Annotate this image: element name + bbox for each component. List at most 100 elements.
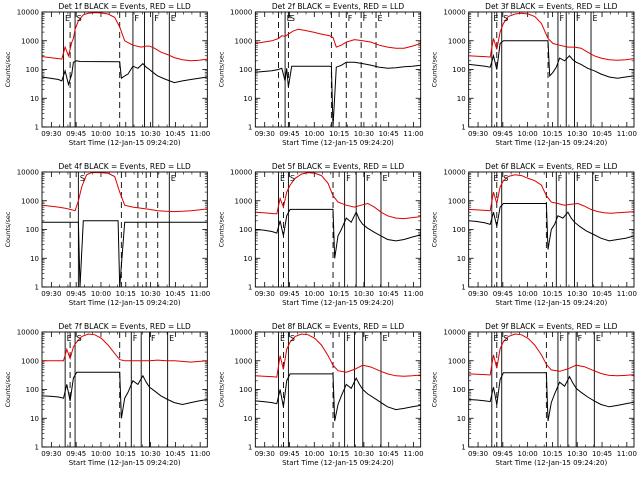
interval-marker-label: F [578, 334, 583, 343]
y-axis-label: Counts/sec [217, 371, 225, 407]
plot-frame [468, 331, 635, 448]
x-tick-label: 10:00 [304, 450, 324, 458]
y-tick-label: 1000 [21, 357, 39, 365]
x-tick-label: 10:45 [592, 290, 612, 298]
x-tick-label: 11:00 [190, 290, 210, 298]
x-tick-label: 10:30 [140, 130, 160, 138]
chart-title: Det 4f BLACK = Events, RED = LLD [59, 162, 192, 171]
interval-marker-label: S [290, 334, 295, 343]
plot-frame [254, 171, 422, 288]
lld-series-line [42, 333, 208, 363]
y-tick-label: 10000 [443, 169, 465, 177]
interval-marker-label: F [348, 14, 353, 23]
y-tick-label: 1 [461, 444, 465, 452]
x-tick-label: 09:30 [255, 130, 275, 138]
interval-marker-label: S [290, 14, 295, 23]
interval-marker-label: E [594, 174, 599, 183]
interval-marker-label: E [169, 334, 174, 343]
x-axis-label: Start Time (12-Jan-15 09:24:20) [495, 459, 607, 467]
y-tick-label: 1 [248, 284, 252, 292]
y-tick-label: 100 [452, 66, 465, 74]
y-tick-label: 1 [248, 124, 252, 132]
y-tick-label: 1000 [21, 37, 39, 45]
y-tick-label: 10000 [443, 9, 465, 17]
interval-marker-label: F [559, 334, 564, 343]
y-tick-label: 10 [30, 95, 39, 103]
plot-frame [468, 171, 635, 288]
interval-marker-label: E [596, 334, 601, 343]
events-series-line [42, 60, 208, 87]
chart-title: Det 6f BLACK = Events, RED = LLD [485, 162, 618, 171]
x-tick-label: 10:30 [567, 290, 587, 298]
y-tick-label: 1000 [235, 37, 253, 45]
y-tick-label: 100 [239, 386, 252, 394]
y-tick-label: 10 [457, 95, 466, 103]
x-tick-label: 10:00 [91, 130, 111, 138]
y-axis-label: Counts/sec [4, 51, 12, 87]
y-tick-label: 100 [26, 226, 39, 234]
y-tick-label: 1 [35, 124, 39, 132]
plot-frame [254, 11, 422, 128]
events-series-line [468, 40, 634, 79]
x-tick-label: 10:00 [518, 130, 538, 138]
y-tick-label: 10000 [17, 9, 39, 17]
y-tick-label: 100 [26, 66, 39, 74]
y-axis-label: Counts/sec [217, 51, 225, 87]
chart-panel-4: Det 4f BLACK = Events, RED = LLD 1 10 100 10… [4, 162, 210, 307]
x-tick-label: 10:45 [592, 130, 612, 138]
y-tick-label: 100 [239, 226, 252, 234]
x-tick-label: 09:45 [279, 450, 299, 458]
events-series-line [468, 372, 634, 422]
x-tick-label: 09:30 [41, 450, 61, 458]
interval-marker-label: E [382, 334, 387, 343]
x-tick-label: 10:00 [91, 290, 111, 298]
chart-title: Det 9f BLACK = Events, RED = LLD [485, 322, 618, 331]
interval-marker-label: F [363, 14, 368, 23]
x-tick-label: 10:30 [567, 450, 587, 458]
chart-panel-8: Det 8f BLACK = Events, RED = LLD 1 10 100 10… [217, 322, 423, 467]
interval-marker-label: F [151, 334, 156, 343]
plot-frame [41, 331, 208, 448]
y-tick-label: 10000 [230, 329, 252, 337]
chart-title: Det 5f BLACK = Events, RED = LLD [272, 162, 405, 171]
chart-title: Det 2f BLACK = Events, RED = LLD [272, 2, 405, 11]
x-tick-label: 10:45 [379, 290, 399, 298]
interval-marker-label: F [576, 174, 581, 183]
x-axis-label: Start Time (12-Jan-15 09:24:20) [282, 459, 394, 467]
y-tick-label: 1 [248, 444, 252, 452]
lld-series-line [255, 28, 421, 49]
y-tick-label: 10 [243, 255, 252, 263]
y-tick-label: 1000 [448, 37, 466, 45]
chart-title: Det 7f BLACK = Events, RED = LLD [59, 322, 192, 331]
interval-marker-label: S [77, 14, 82, 23]
plot-area [255, 332, 421, 447]
x-tick-label: 10:30 [567, 130, 587, 138]
interval-marker-label: E [287, 14, 292, 23]
x-tick-label: 10:30 [140, 450, 160, 458]
x-tick-label: 09:30 [468, 290, 488, 298]
events-series-line [255, 373, 421, 422]
y-tick-label: 100 [452, 386, 465, 394]
chart-panel-9: Det 9f BLACK = Events, RED = LLD 1 10 100 10… [431, 322, 637, 467]
interval-marker-label: S [80, 174, 85, 183]
lld-series-line [468, 174, 634, 214]
chart-panel-7: Det 7f BLACK = Events, RED = LLD 1 10 100 10… [4, 322, 210, 467]
plot-area [42, 12, 208, 127]
interval-marker-label: F [558, 174, 563, 183]
events-series-line [255, 61, 421, 127]
x-tick-label: 10:45 [165, 130, 185, 138]
lld-series-line [42, 172, 208, 213]
interval-marker-label: F [346, 334, 351, 343]
interval-marker-label: S [503, 334, 508, 343]
x-tick-label: 09:30 [255, 290, 275, 298]
y-tick-label: 1 [35, 444, 39, 452]
x-tick-label: 10:15 [116, 290, 136, 298]
x-tick-label: 11:00 [190, 450, 210, 458]
chart-panel-2: Det 2f BLACK = Events, RED = LLD 1 10 100 10… [217, 2, 423, 147]
y-axis-label: Counts/sec [4, 211, 12, 247]
interval-marker-label: E [171, 14, 176, 23]
x-tick-label: 11:00 [617, 290, 637, 298]
interval-marker-label: F [346, 174, 351, 183]
plot-frame [41, 11, 208, 128]
